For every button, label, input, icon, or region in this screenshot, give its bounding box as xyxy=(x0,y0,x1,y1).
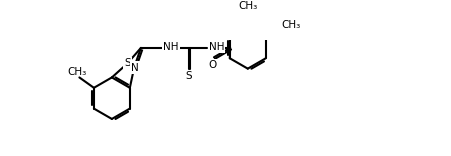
Text: S: S xyxy=(185,71,192,81)
Text: NH: NH xyxy=(163,42,178,52)
Text: CH₃: CH₃ xyxy=(238,1,257,11)
Text: N: N xyxy=(131,63,138,73)
Text: NH: NH xyxy=(208,42,224,52)
Text: S: S xyxy=(124,58,130,68)
Text: CH₃: CH₃ xyxy=(281,20,300,30)
Text: O: O xyxy=(208,60,216,70)
Text: CH₃: CH₃ xyxy=(67,67,87,77)
